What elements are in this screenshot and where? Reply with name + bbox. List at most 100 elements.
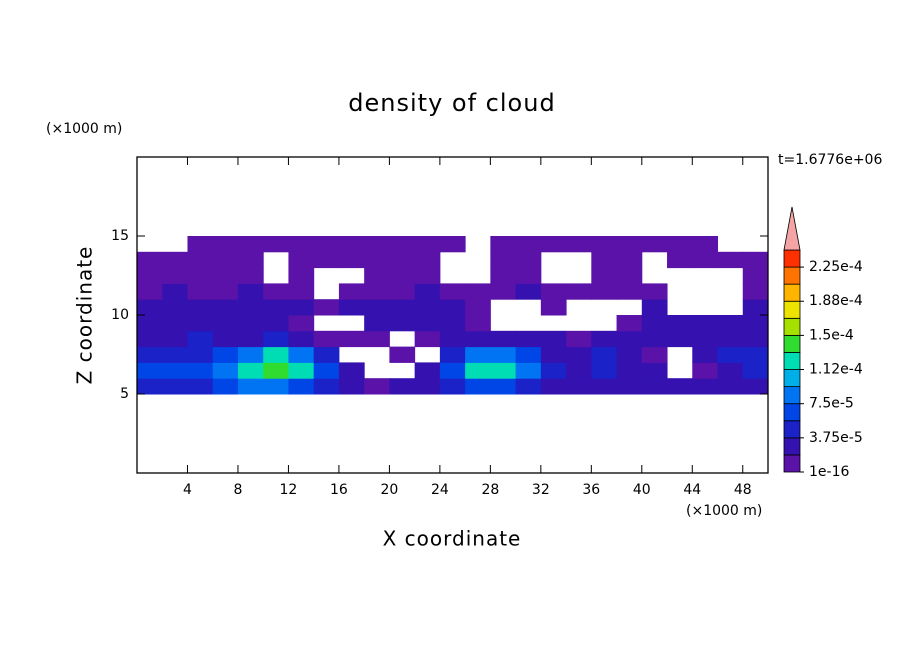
y-unit: (×1000 m) bbox=[46, 121, 122, 137]
contour-cell bbox=[465, 315, 491, 332]
contour-cell bbox=[263, 299, 289, 316]
contour-cell bbox=[162, 315, 188, 332]
contour-cell bbox=[162, 299, 188, 316]
contour-cell bbox=[364, 283, 390, 300]
x-unit: (×1000 m) bbox=[686, 503, 762, 519]
contour-cell bbox=[389, 283, 416, 300]
contour-cell bbox=[490, 362, 517, 379]
contour-cell bbox=[414, 267, 441, 284]
contour-cell bbox=[439, 315, 466, 332]
contour-cell bbox=[515, 251, 542, 269]
contour-cell bbox=[641, 236, 668, 253]
contour-cell bbox=[237, 330, 264, 348]
contour-cell bbox=[288, 283, 315, 300]
contour-cell bbox=[237, 362, 264, 379]
contour-cell bbox=[641, 330, 668, 348]
contour-cell bbox=[566, 330, 592, 348]
contour-cell bbox=[717, 362, 744, 379]
contour-cell bbox=[137, 378, 163, 395]
x-tick-label: 40 bbox=[633, 482, 651, 498]
contour-cell bbox=[414, 236, 441, 253]
x-tick-label: 4 bbox=[183, 482, 192, 498]
contour-cell bbox=[439, 299, 466, 316]
contour-cell bbox=[137, 251, 163, 269]
colorbar-tick-label: 1e-16 bbox=[809, 464, 849, 480]
contour-cell bbox=[465, 330, 491, 348]
contour-cell bbox=[439, 378, 466, 395]
contour-cell bbox=[616, 378, 643, 395]
contour-cell bbox=[717, 330, 744, 348]
contour-cell bbox=[692, 330, 719, 348]
contour-cell bbox=[187, 251, 214, 269]
contour-cell bbox=[591, 267, 618, 284]
x-tick-label: 8 bbox=[233, 482, 242, 498]
contour-cell bbox=[439, 330, 466, 348]
colorbar-tick-label: 1.88e-4 bbox=[809, 293, 863, 309]
colorbar-segment bbox=[783, 283, 801, 302]
contour-cell bbox=[439, 346, 466, 363]
contour-cell bbox=[288, 267, 315, 284]
contour-cell bbox=[212, 378, 239, 395]
contour-cell bbox=[212, 267, 239, 284]
x-tick-label: 32 bbox=[532, 482, 550, 498]
contour-cell bbox=[490, 330, 517, 348]
contour-cell bbox=[490, 236, 517, 253]
contour-cell bbox=[591, 346, 618, 363]
contour-cell bbox=[742, 315, 769, 332]
contour-cell bbox=[414, 378, 441, 395]
contour-cell bbox=[212, 251, 239, 269]
contour-cell bbox=[212, 236, 239, 253]
contour-cell bbox=[465, 299, 491, 316]
contour-cell bbox=[717, 315, 744, 332]
contour-cell bbox=[692, 315, 719, 332]
contour-cell bbox=[364, 299, 390, 316]
colorbar-segment bbox=[783, 454, 801, 473]
contour-cell bbox=[641, 315, 668, 332]
contour-cell bbox=[540, 283, 567, 300]
contour-cell bbox=[137, 362, 163, 379]
colorbar-segment bbox=[783, 334, 801, 353]
contour-cell bbox=[515, 330, 542, 348]
contour-cell bbox=[162, 378, 188, 395]
contour-cell bbox=[313, 251, 340, 269]
contour-cell bbox=[667, 330, 693, 348]
contour-cell bbox=[137, 346, 163, 363]
contour-cell bbox=[540, 362, 567, 379]
contour-cell bbox=[591, 236, 618, 253]
contour-cell bbox=[137, 267, 163, 284]
contour-cell bbox=[717, 346, 744, 363]
contour-cell bbox=[288, 330, 315, 348]
contour-cell bbox=[742, 362, 769, 379]
contour-cell bbox=[187, 299, 214, 316]
contour-cell bbox=[162, 283, 188, 300]
contour-cell bbox=[212, 299, 239, 316]
contour-cell bbox=[288, 315, 315, 332]
contour-cell bbox=[237, 283, 264, 300]
colorbar-segment bbox=[783, 266, 801, 285]
x-tick-label: 20 bbox=[380, 482, 398, 498]
y-tick-label: 5 bbox=[120, 386, 129, 402]
contour-cell bbox=[288, 251, 315, 269]
contour-cell bbox=[641, 346, 668, 363]
contour-cell bbox=[414, 283, 441, 300]
contour-cell bbox=[667, 378, 693, 395]
contour-cell bbox=[212, 362, 239, 379]
colorbar-segment bbox=[783, 420, 801, 439]
contour-cell bbox=[338, 283, 365, 300]
contour-cell bbox=[187, 346, 214, 363]
contour-cell bbox=[692, 251, 719, 269]
contour-cell bbox=[187, 315, 214, 332]
contour-cell bbox=[162, 267, 188, 284]
contour-cell bbox=[389, 378, 416, 395]
contour-cell bbox=[742, 267, 769, 284]
contour-cell bbox=[591, 330, 618, 348]
contour-cell bbox=[490, 346, 517, 363]
contour-cell bbox=[742, 330, 769, 348]
contour-cell bbox=[263, 378, 289, 395]
colorbar-segment bbox=[783, 317, 801, 336]
contour-cell bbox=[515, 267, 542, 284]
contour-cell bbox=[490, 267, 517, 284]
contour-cell bbox=[137, 330, 163, 348]
contour-cell bbox=[263, 283, 289, 300]
contour-cell bbox=[667, 251, 693, 269]
